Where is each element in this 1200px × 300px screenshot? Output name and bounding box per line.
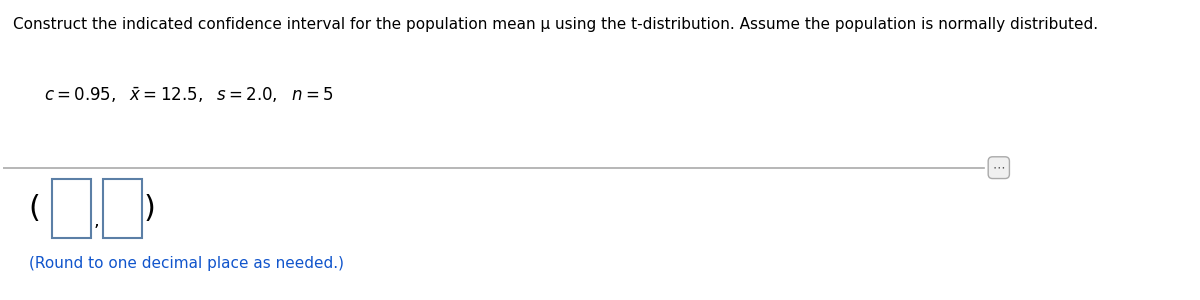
- FancyBboxPatch shape: [103, 179, 142, 238]
- Text: (Round to one decimal place as needed.): (Round to one decimal place as needed.): [29, 256, 343, 271]
- Text: ⋯: ⋯: [992, 161, 1006, 174]
- Text: ,: ,: [94, 212, 100, 230]
- Text: Construct the indicated confidence interval for the population mean μ using the : Construct the indicated confidence inter…: [13, 17, 1098, 32]
- Text: ): ): [144, 194, 156, 224]
- FancyBboxPatch shape: [53, 179, 91, 238]
- Text: $c=0.95,\ \ \bar{x}=12.5,\ \ s=2.0,\ \ n=5$: $c=0.95,\ \ \bar{x}=12.5,\ \ s=2.0,\ \ n…: [44, 85, 334, 105]
- Text: (: (: [29, 194, 41, 224]
